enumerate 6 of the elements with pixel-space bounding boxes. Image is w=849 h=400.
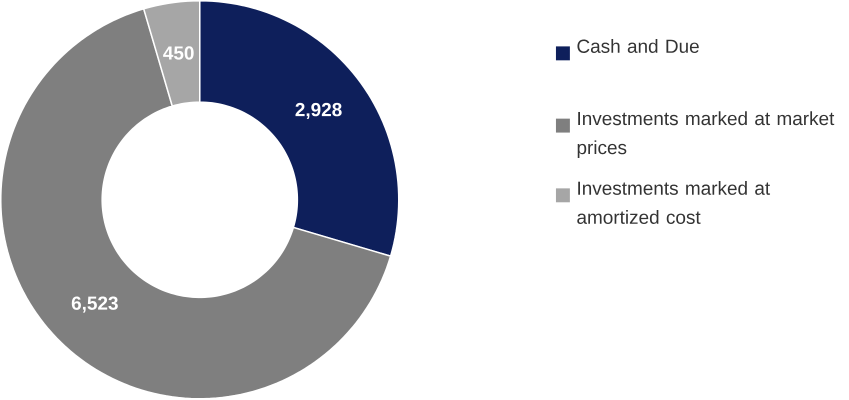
legend-label: Investments marked at market prices [578, 112, 834, 158]
data-label: 2,928 [296, 103, 342, 120]
legend-label: Cash and Due [577, 39, 699, 54]
data-label: 450 [163, 46, 194, 60]
data-label: 6,523 [72, 296, 118, 313]
legend-label: Investments marked at amortized cost [577, 181, 770, 224]
